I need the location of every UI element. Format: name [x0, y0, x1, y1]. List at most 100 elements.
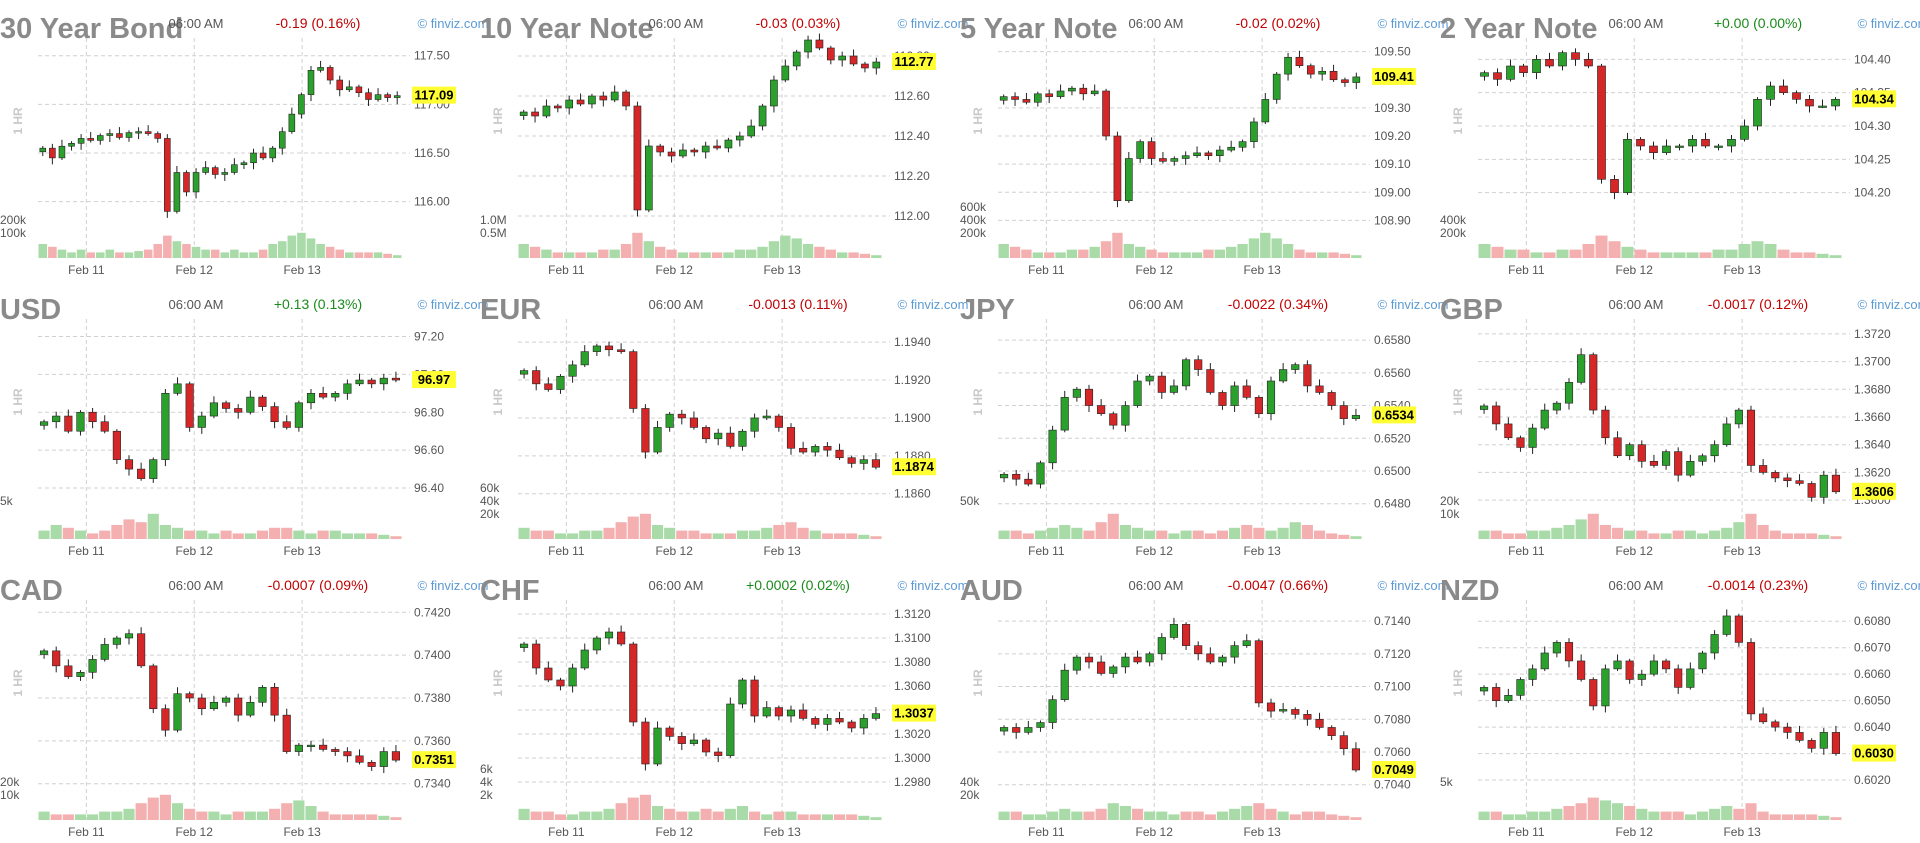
- volume-bar: [366, 533, 378, 539]
- volume-bar: [1818, 534, 1830, 539]
- candle: [531, 107, 539, 123]
- chart-panel-usd[interactable]: USD 06:00 AM +0.13 (0.13%) © finviz.com 1 HR…: [0, 281, 488, 562]
- volume-bar: [1100, 241, 1112, 258]
- chart-panel-2-year-note[interactable]: 2 Year Note 06:00 AM +0.00 (0.00%) © finviz…: [1440, 0, 1920, 281]
- candle: [331, 391, 340, 402]
- volume-bar: [676, 530, 688, 539]
- candle: [1686, 662, 1695, 690]
- volume-bar: [1569, 249, 1582, 258]
- volume-bar: [1146, 249, 1157, 258]
- candle-body: [1734, 615, 1743, 643]
- candle-body: [1147, 141, 1156, 159]
- volume-bar: [736, 530, 749, 539]
- chart-change: -0.0047 (0.66%): [1228, 577, 1328, 593]
- chart-panel-jpy[interactable]: JPY 06:00 AM -0.0022 (0.34%) © finviz.com 1 …: [960, 281, 1448, 562]
- volume-bar: [797, 527, 809, 539]
- volume-bar: [1830, 817, 1842, 820]
- candle-body: [355, 755, 364, 763]
- candle: [1194, 355, 1203, 377]
- volume-bar: [1326, 814, 1338, 820]
- chart-panel-10-year-note[interactable]: 10 Year Note 06:00 AM -0.03 (0.03%) © finvi…: [480, 0, 968, 281]
- chart-panel-chf[interactable]: CHF 06:00 AM +0.0002 (0.02%) © finviz.com 1 …: [480, 562, 968, 843]
- candle-body: [319, 744, 328, 750]
- chart-panel-gbp[interactable]: GBP 06:00 AM -0.0017 (0.12%) © finviz.com 1 …: [1440, 281, 1920, 562]
- volume-bar: [1587, 513, 1599, 539]
- chart-panel-eur[interactable]: EUR 06:00 AM -0.0013 (0.11%) © finviz.com 1 …: [480, 281, 968, 562]
- candle: [1339, 731, 1348, 756]
- volume-bar: [220, 252, 230, 258]
- candle-body: [1303, 364, 1312, 387]
- volume-bar: [62, 814, 74, 820]
- candle: [1351, 408, 1360, 421]
- candle-body: [1279, 709, 1288, 712]
- y-tick-label: 1.3720: [1854, 327, 1891, 341]
- y-tick-label: 0.7420: [414, 605, 451, 619]
- candle-body: [622, 91, 630, 107]
- timeframe-label: 1 HR: [1451, 388, 1465, 416]
- candle-body: [1170, 158, 1179, 162]
- chart-panel-5-year-note[interactable]: 5 Year Note 06:00 AM -0.02 (0.02%) © finviz…: [960, 0, 1448, 281]
- candle: [306, 388, 316, 410]
- volume-bar: [1305, 252, 1316, 258]
- candle-body: [326, 67, 334, 81]
- last-price-badge: [1372, 761, 1416, 778]
- candle: [197, 693, 206, 716]
- candle: [1097, 399, 1106, 416]
- volume-bar: [1478, 811, 1490, 820]
- candle: [592, 343, 601, 356]
- volume-bar: [74, 814, 87, 820]
- candle-body: [714, 751, 723, 756]
- y-tick-label: 0.6080: [1854, 614, 1891, 628]
- candle-body: [1722, 615, 1731, 635]
- volume-bar: [1169, 252, 1180, 258]
- candle-body: [1329, 71, 1338, 81]
- candle-body: [1674, 451, 1683, 476]
- candle: [1157, 633, 1166, 661]
- candle: [1159, 152, 1167, 164]
- y-tick-label: 1.1860: [894, 487, 931, 501]
- candle: [221, 168, 229, 181]
- x-tick-label: Feb 12: [1136, 825, 1174, 839]
- volume-bar: [1204, 533, 1216, 539]
- volume-bar: [1563, 525, 1575, 539]
- candle: [758, 103, 767, 131]
- volume-bar: [643, 241, 654, 258]
- candle-body: [738, 679, 747, 705]
- volume-bar: [664, 527, 676, 539]
- chart-panel-aud[interactable]: AUD 06:00 AM -0.0047 (0.66%) © finviz.com 1 …: [960, 562, 1448, 843]
- y-tick-label: 117.50: [414, 49, 450, 63]
- candle-body: [1540, 409, 1549, 429]
- candle: [724, 137, 733, 153]
- candle-body: [1084, 388, 1094, 406]
- candle-body: [1759, 465, 1768, 473]
- candle-body: [1492, 405, 1501, 425]
- candle-body: [1000, 473, 1009, 479]
- candle-body: [653, 427, 662, 453]
- volume-bar: [329, 814, 341, 820]
- candle-body: [288, 113, 296, 132]
- candle-body: [49, 147, 56, 159]
- candle-body: [52, 415, 61, 423]
- volume-bar: [858, 815, 870, 820]
- candle-body: [250, 152, 257, 164]
- volume-bar: [196, 530, 208, 539]
- candle: [1306, 63, 1315, 79]
- candle-body: [149, 665, 158, 710]
- candle: [1318, 66, 1327, 81]
- chart-panel-nzd[interactable]: NZD 06:00 AM -0.0014 (0.23%) © finviz.com 1 …: [1440, 562, 1920, 843]
- candle-body: [1060, 669, 1069, 700]
- volume-bar: [1721, 806, 1733, 820]
- chart-title: USD: [0, 294, 61, 326]
- volume-bar: [734, 249, 745, 258]
- candle: [306, 740, 316, 752]
- chart-panel-30-year-bond[interactable]: 30 Year Bond 06:00 AM -0.19 (0.16%) © finvi…: [0, 0, 488, 281]
- candle: [872, 57, 881, 75]
- y-tick-label: 112.60: [894, 89, 930, 103]
- candle-body: [1315, 718, 1324, 728]
- volume-bar: [1338, 815, 1350, 820]
- candle-body: [641, 721, 650, 765]
- candle: [859, 455, 868, 470]
- candle: [1291, 362, 1300, 374]
- chart-panel-cad[interactable]: CAD 06:00 AM -0.0007 (0.09%) © finviz.com 1 …: [0, 562, 488, 843]
